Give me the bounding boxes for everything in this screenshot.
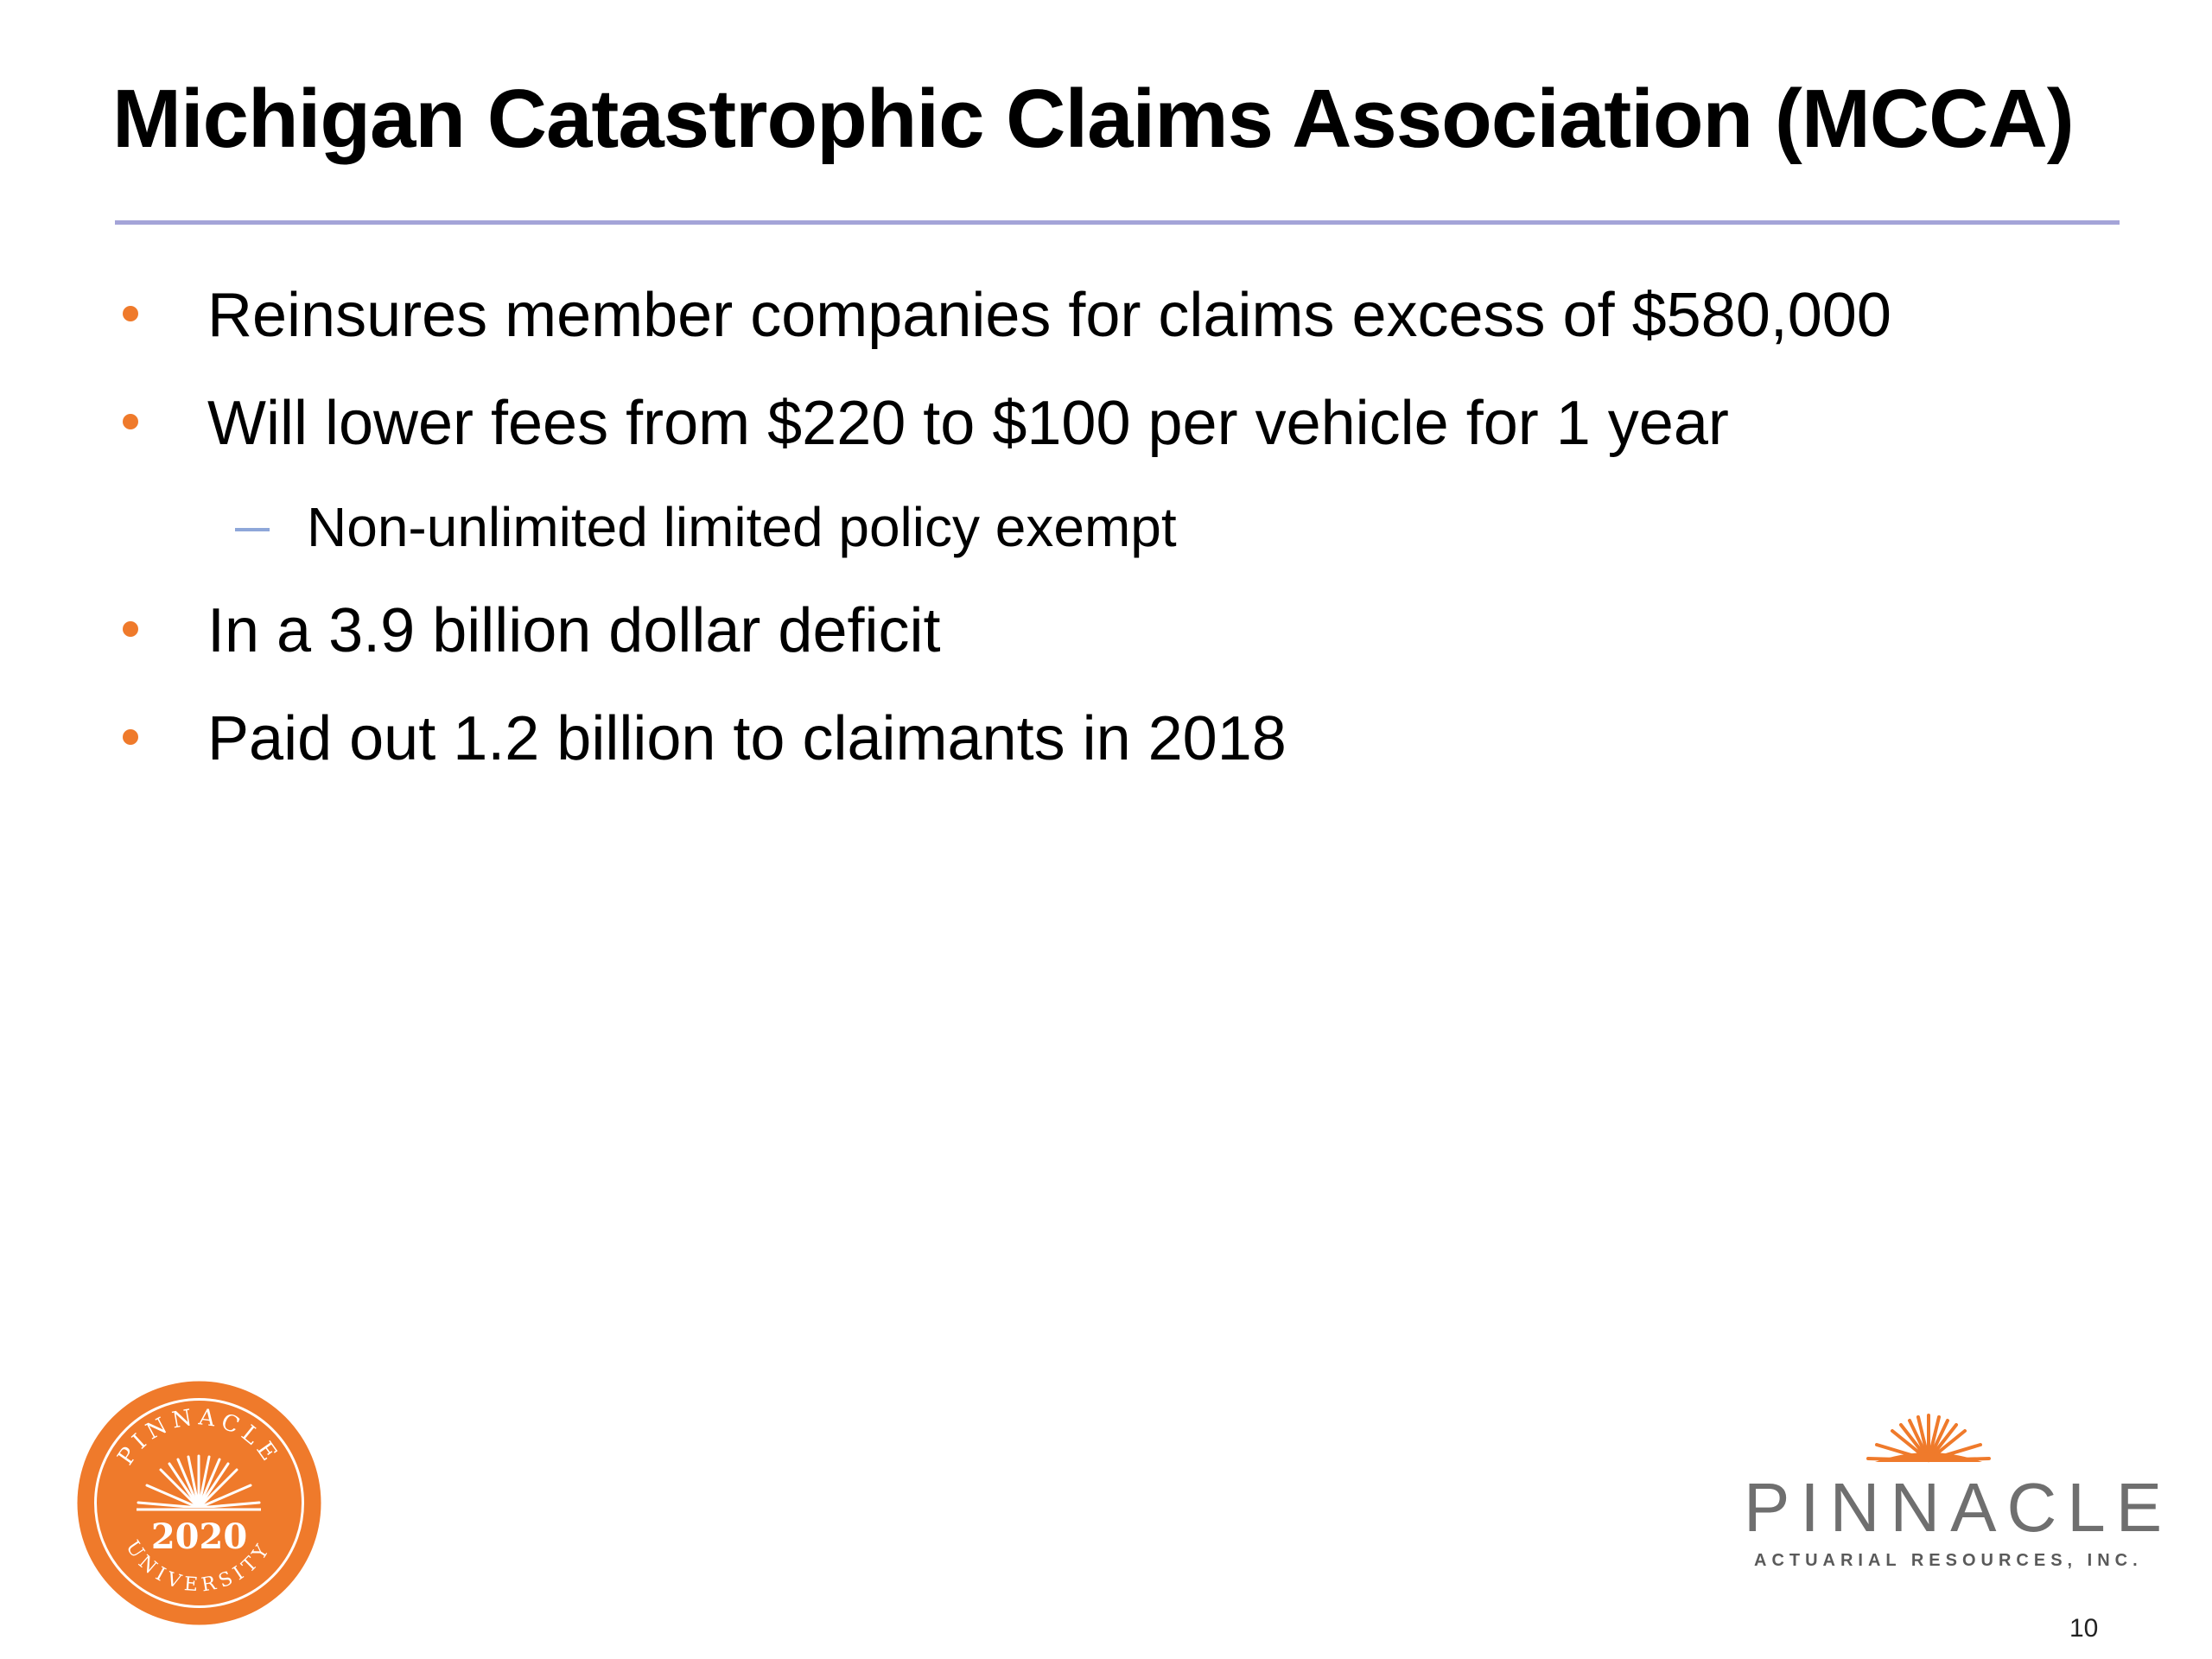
sub-bullet-text: Non-unlimited limited policy exempt	[307, 496, 1177, 558]
dash-icon	[235, 528, 270, 531]
title-divider	[115, 220, 2120, 225]
logo-subtitle: ACTUARIAL RESOURCES, INC.	[1754, 1551, 2143, 1570]
bullet-text: Will lower fees from $220 to $100 per ve…	[207, 389, 1729, 458]
bullet-item: In a 3.9 billion dollar deficit	[0, 592, 2212, 678]
badge-year: 2020	[151, 1516, 247, 1557]
bullet-item: Reinsures member companies for claims ex…	[0, 276, 2212, 363]
bullet-text: Reinsures member companies for claims ex…	[207, 281, 1891, 350]
bullet-dot-icon	[123, 306, 138, 321]
slide-title: Michigan Catastrophic Claims Association…	[112, 73, 2075, 165]
pinnacle-university-badge-icon: PINNACLE 2020 UNIVERSITY	[77, 1381, 321, 1625]
bullet-item: Will lower fees from $220 to $100 per ve…	[0, 385, 2212, 471]
logo-wordmark: PINNACLE	[1744, 1469, 2173, 1546]
bullet-dot-icon	[123, 729, 138, 745]
bullet-dot-icon	[123, 621, 138, 637]
bullet-dot-icon	[123, 414, 138, 429]
sub-bullet-item: Non-unlimited limited policy exempt	[0, 488, 2212, 575]
bullet-text: Paid out 1.2 billion to claimants in 201…	[207, 704, 1287, 773]
bullet-item: Paid out 1.2 billion to claimants in 201…	[0, 700, 2212, 786]
page-number: 10	[2069, 1614, 2099, 1643]
pinnacle-sunburst-icon	[1866, 1414, 1991, 1462]
bullet-text: In a 3.9 billion dollar deficit	[207, 596, 941, 665]
